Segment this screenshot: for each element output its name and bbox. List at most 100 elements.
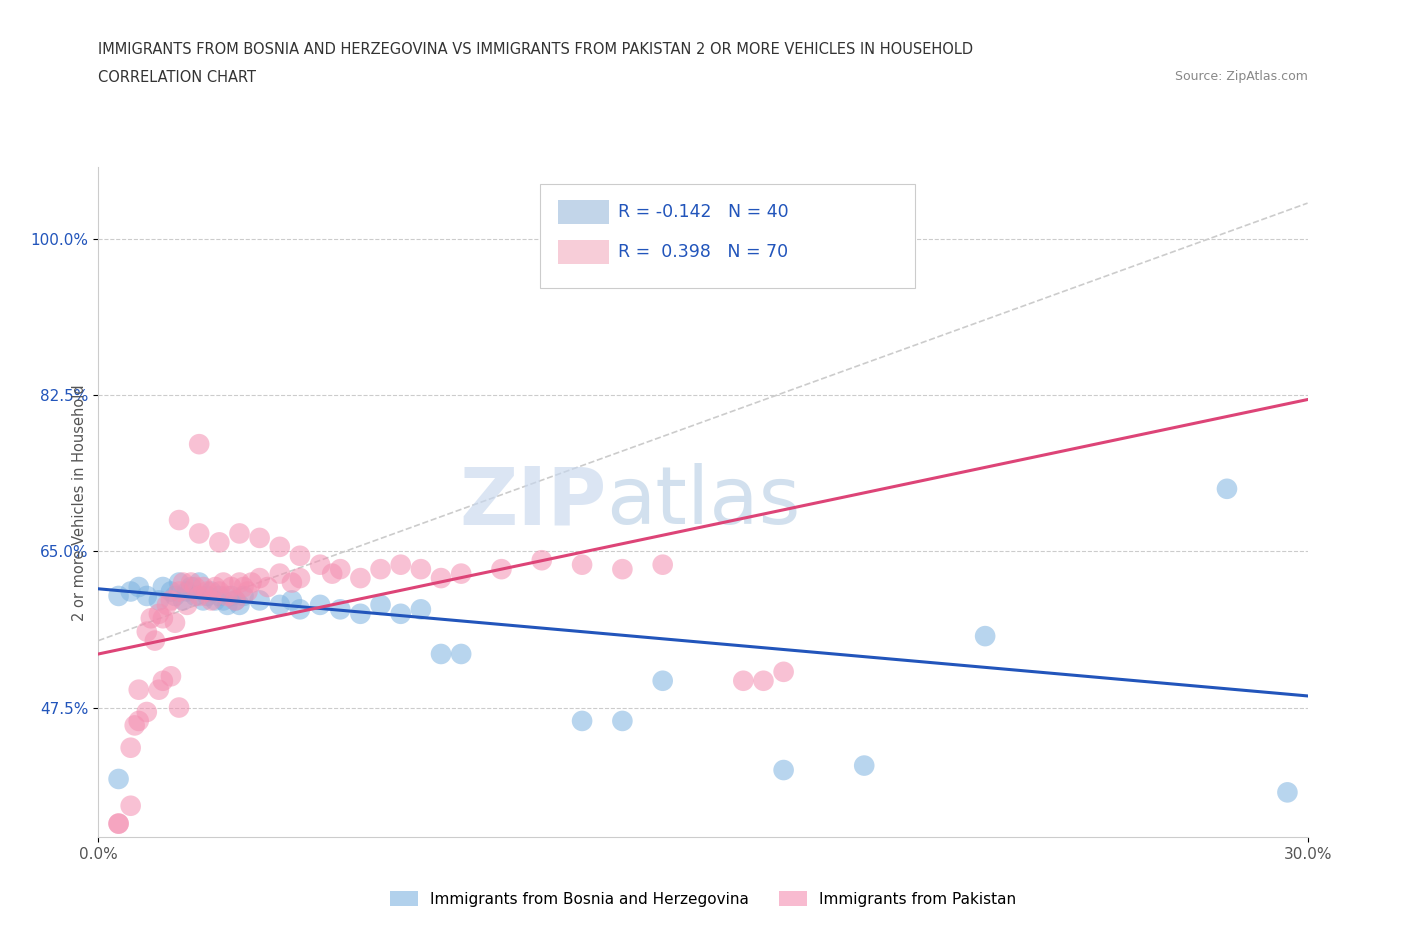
Point bbox=[349, 571, 371, 586]
Point bbox=[128, 579, 150, 594]
Point bbox=[188, 589, 211, 604]
Point bbox=[139, 611, 162, 626]
Point bbox=[200, 593, 222, 608]
Point bbox=[1277, 785, 1299, 800]
Point bbox=[281, 593, 304, 608]
Point bbox=[249, 530, 271, 545]
Point bbox=[974, 629, 997, 644]
Point bbox=[651, 557, 673, 572]
Point bbox=[221, 579, 243, 594]
Point bbox=[135, 624, 157, 639]
Point bbox=[163, 589, 186, 604]
Point bbox=[240, 575, 263, 590]
Point bbox=[221, 589, 243, 604]
Point bbox=[120, 584, 142, 599]
FancyBboxPatch shape bbox=[540, 184, 915, 288]
Point bbox=[530, 552, 553, 567]
Point bbox=[188, 437, 211, 452]
Point bbox=[269, 539, 291, 554]
FancyBboxPatch shape bbox=[558, 240, 609, 264]
Point bbox=[772, 763, 794, 777]
Point bbox=[232, 579, 254, 594]
Point bbox=[236, 584, 259, 599]
Text: ZIP: ZIP bbox=[458, 463, 606, 541]
Point bbox=[152, 579, 174, 594]
Point bbox=[491, 562, 513, 577]
Point bbox=[167, 512, 190, 527]
Point bbox=[208, 584, 231, 599]
Point bbox=[450, 566, 472, 581]
Y-axis label: 2 or more Vehicles in Household: 2 or more Vehicles in Household bbox=[72, 384, 87, 620]
Point bbox=[288, 602, 311, 617]
Point bbox=[281, 575, 304, 590]
Point bbox=[228, 597, 250, 612]
Point bbox=[124, 718, 146, 733]
Point bbox=[409, 602, 432, 617]
Text: Source: ZipAtlas.com: Source: ZipAtlas.com bbox=[1174, 70, 1308, 83]
Point bbox=[651, 673, 673, 688]
Point bbox=[228, 526, 250, 541]
Point bbox=[152, 611, 174, 626]
Point bbox=[389, 606, 412, 621]
Point bbox=[329, 562, 352, 577]
Point bbox=[172, 593, 194, 608]
Point bbox=[172, 575, 194, 590]
Point bbox=[208, 535, 231, 550]
Point bbox=[176, 584, 198, 599]
Point bbox=[107, 772, 129, 787]
Point bbox=[180, 575, 202, 590]
Point bbox=[193, 579, 215, 594]
Point bbox=[148, 606, 170, 621]
Point bbox=[107, 817, 129, 831]
Point bbox=[612, 562, 634, 577]
Point bbox=[288, 571, 311, 586]
Point bbox=[1216, 482, 1239, 497]
Point bbox=[107, 817, 129, 831]
Point bbox=[232, 589, 254, 604]
Point bbox=[329, 602, 352, 617]
Point bbox=[269, 566, 291, 581]
Text: R = -0.142   N = 40: R = -0.142 N = 40 bbox=[619, 203, 789, 220]
Point bbox=[148, 593, 170, 608]
Point bbox=[212, 593, 235, 608]
Point bbox=[370, 597, 392, 612]
Point bbox=[309, 597, 332, 612]
Point bbox=[853, 758, 876, 773]
Point bbox=[224, 593, 246, 608]
Point bbox=[370, 562, 392, 577]
Point bbox=[752, 673, 775, 688]
Point bbox=[128, 713, 150, 728]
Point bbox=[188, 526, 211, 541]
Point bbox=[212, 575, 235, 590]
Point bbox=[180, 579, 202, 594]
Point bbox=[184, 589, 207, 604]
Point bbox=[195, 584, 218, 599]
Point bbox=[184, 579, 207, 594]
Point bbox=[120, 740, 142, 755]
Point bbox=[160, 593, 183, 608]
Text: R =  0.398   N = 70: R = 0.398 N = 70 bbox=[619, 243, 789, 260]
Point bbox=[249, 571, 271, 586]
Point bbox=[571, 713, 593, 728]
Point bbox=[135, 589, 157, 604]
Point bbox=[571, 557, 593, 572]
Legend: Immigrants from Bosnia and Herzegovina, Immigrants from Pakistan: Immigrants from Bosnia and Herzegovina, … bbox=[384, 885, 1022, 913]
FancyBboxPatch shape bbox=[558, 200, 609, 223]
Point bbox=[135, 705, 157, 720]
Point bbox=[204, 579, 226, 594]
Point bbox=[409, 562, 432, 577]
Point bbox=[200, 584, 222, 599]
Point bbox=[120, 798, 142, 813]
Point bbox=[349, 606, 371, 621]
Point bbox=[321, 566, 343, 581]
Point bbox=[288, 549, 311, 564]
Point bbox=[249, 593, 271, 608]
Text: atlas: atlas bbox=[606, 463, 800, 541]
Point bbox=[160, 669, 183, 684]
Point bbox=[156, 597, 179, 612]
Point bbox=[160, 584, 183, 599]
Point bbox=[107, 589, 129, 604]
Point bbox=[143, 633, 166, 648]
Point bbox=[224, 593, 246, 608]
Point bbox=[193, 593, 215, 608]
